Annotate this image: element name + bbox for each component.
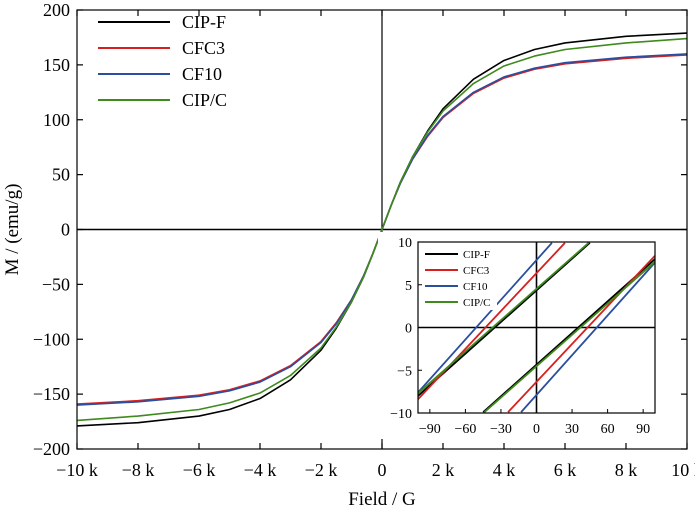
- legend-label: CFC3: [182, 38, 225, 58]
- y-axis-title: M / (emu/g): [2, 184, 23, 276]
- inset-x-tick-label: 0: [533, 422, 540, 437]
- legend-label: CF10: [182, 64, 222, 84]
- inset-legend-label: CFC3: [463, 265, 490, 277]
- inset-x-tick-label: 60: [601, 422, 615, 437]
- inset-x-tick-label: 30: [565, 422, 579, 437]
- inset-legend-bg: [423, 297, 497, 310]
- legend-label: CIP-F: [182, 12, 226, 32]
- inset-legend-label: CF10: [463, 281, 488, 293]
- x-tick-label: 8 k: [615, 460, 638, 480]
- legend-label: CIP/C: [182, 90, 227, 110]
- inset-legend: CIP-F CFC3 CF10 CIP/C: [423, 249, 497, 310]
- x-tick-label: −6 k: [183, 460, 216, 480]
- inset-series-cip-c-branch-ascending: [418, 242, 590, 395]
- x-tick-label: −10 k: [56, 460, 98, 480]
- inset-legend-label: CIP-F: [463, 249, 490, 261]
- inset-series-cf10-branch-ascending: [418, 242, 553, 394]
- inset-plot: −90 −60 −30 0 30 60 90−10−50510CIP-FCFC3CF10CI…: [378, 232, 680, 439]
- inset-legend-bg: [423, 265, 497, 278]
- inset-series-cip-f-branch-descending: [482, 258, 655, 413]
- inset-x-tick-label: 90: [636, 422, 650, 437]
- y-tick-label: −200: [33, 439, 70, 459]
- y-tick-label: 200: [43, 0, 70, 20]
- y-tick-label: −100: [33, 329, 70, 349]
- x-tick-label: −4 k: [244, 460, 277, 480]
- inset-legend-bg: [423, 249, 497, 262]
- inset-y-tick-label: 0: [405, 322, 412, 337]
- x-tick-label: 10 k: [671, 460, 695, 480]
- x-tick-label: −2 k: [305, 460, 338, 480]
- y-tick-label: 0: [61, 220, 70, 240]
- inset-x-tick-label: −90: [419, 422, 441, 437]
- inset-series-cfc3-branch-descending: [507, 255, 655, 413]
- inset-x-tick-label: −60: [454, 422, 476, 437]
- inset-x-tick-label: −30: [490, 422, 512, 437]
- y-tick-label: −150: [33, 384, 70, 404]
- inset-y-tick-label: −10: [390, 407, 412, 422]
- inset-series-cip-c-branch-descending: [483, 260, 655, 413]
- y-tick-label: 50: [52, 165, 70, 185]
- series-line-cip-c: [76, 37, 688, 422]
- inset-series-cf10-branch-descending: [520, 261, 655, 413]
- y-tick-label: 150: [43, 55, 70, 75]
- inset-data: [418, 242, 655, 413]
- inset-legend-bg: [423, 281, 497, 294]
- inset-y-tick-label: −5: [397, 364, 412, 379]
- y-tick-label: 100: [43, 110, 70, 130]
- inset-y-tick-label: 10: [398, 236, 412, 251]
- x-tick-label: 4 k: [493, 460, 516, 480]
- legend: CIP-F CFC3 CF10 CIP/C: [98, 12, 227, 110]
- y-tick-label: −50: [42, 274, 70, 294]
- x-tick-label: 2 k: [432, 460, 455, 480]
- inset-y-tick-label: 5: [405, 279, 412, 294]
- inset-legend-label: CIP/C: [463, 297, 491, 309]
- inset-series-cfc3-branch-ascending: [418, 242, 566, 400]
- x-tick-label: −8 k: [122, 460, 155, 480]
- inset-series-cip-f-branch-ascending: [418, 242, 591, 397]
- x-axis-title: Field / G: [348, 489, 416, 510]
- x-tick-label: 6 k: [554, 460, 577, 480]
- x-tick-label: 0: [378, 460, 387, 480]
- inset-background: [378, 232, 680, 439]
